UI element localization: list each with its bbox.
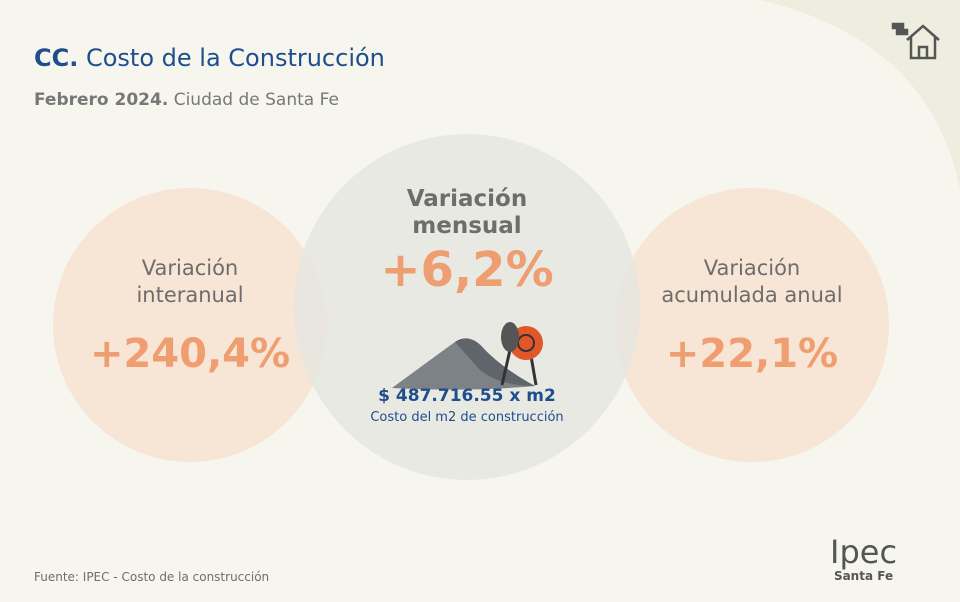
text: CC. (34, 44, 79, 72)
circle-left (53, 188, 327, 462)
text: Santa Fe (833, 569, 894, 583)
text: +22,1% (665, 331, 839, 377)
text: Variación (406, 186, 528, 212)
text: interanual (136, 283, 244, 307)
circle-right (615, 188, 889, 462)
logo: Ipec Santa Fe (830, 535, 897, 583)
text: Variación (703, 256, 801, 280)
text: Variación (141, 256, 239, 280)
card-mensual: Variación mensual +6,2% $ 487.716.55 x m2… (330, 186, 604, 425)
text: +240,4% (89, 331, 291, 377)
cement-illustration (392, 322, 543, 390)
subtitle: Febrero 2024. Ciudad de Santa Fe (34, 90, 339, 110)
circle-center (294, 134, 640, 480)
corner-curve (760, 0, 960, 190)
card-interanual: Variación interanual +240,4% (60, 255, 320, 377)
text: $ 487.716.55 x m2 (378, 386, 556, 406)
text: Febrero 2024. (34, 90, 169, 110)
source: Fuente: IPEC - Costo de la construcción (34, 570, 270, 584)
text: Costo del m2 de construcción (370, 410, 564, 425)
text: Costo de la Construcción (85, 44, 385, 72)
card-acumulada: Variación acumulada anual +22,1% (622, 255, 882, 377)
text: +6,2% (380, 242, 554, 298)
text: Ciudad de Santa Fe (173, 90, 339, 110)
text: mensual (412, 213, 522, 239)
text: acumulada anual (661, 283, 843, 307)
text: Ipec (830, 533, 898, 571)
house-icon (891, 22, 940, 60)
title: CC. Costo de la Construcción (34, 44, 385, 72)
